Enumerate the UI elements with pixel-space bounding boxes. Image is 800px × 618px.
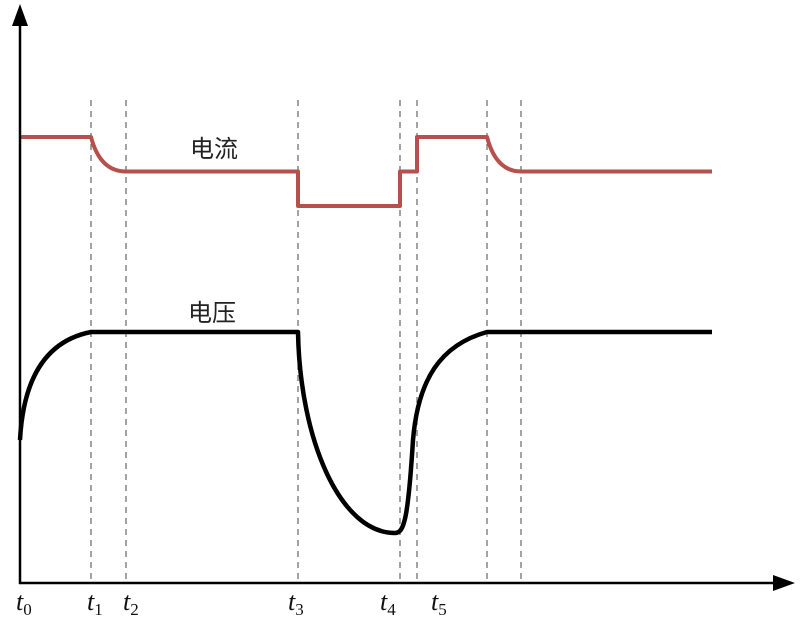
- series-voltage-line: [17, 329, 712, 536]
- x-tick-labels: t0 t1 t2 t3 t4 t5: [16, 587, 447, 618]
- y-axis-arrow-icon: [12, 4, 28, 26]
- x-tick-label: t3: [288, 587, 304, 618]
- x-tick-label: t0: [16, 587, 32, 618]
- x-axis-arrow-icon: [773, 575, 795, 591]
- x-tick-label: t2: [123, 587, 139, 618]
- series-label-voltage: 电压: [188, 299, 236, 327]
- x-tick-label: t1: [87, 587, 103, 618]
- series-label-current: 电流: [190, 135, 238, 163]
- x-tick-label: t4: [380, 587, 396, 618]
- series-current-line: [20, 135, 712, 208]
- x-tick-label: t5: [431, 587, 447, 618]
